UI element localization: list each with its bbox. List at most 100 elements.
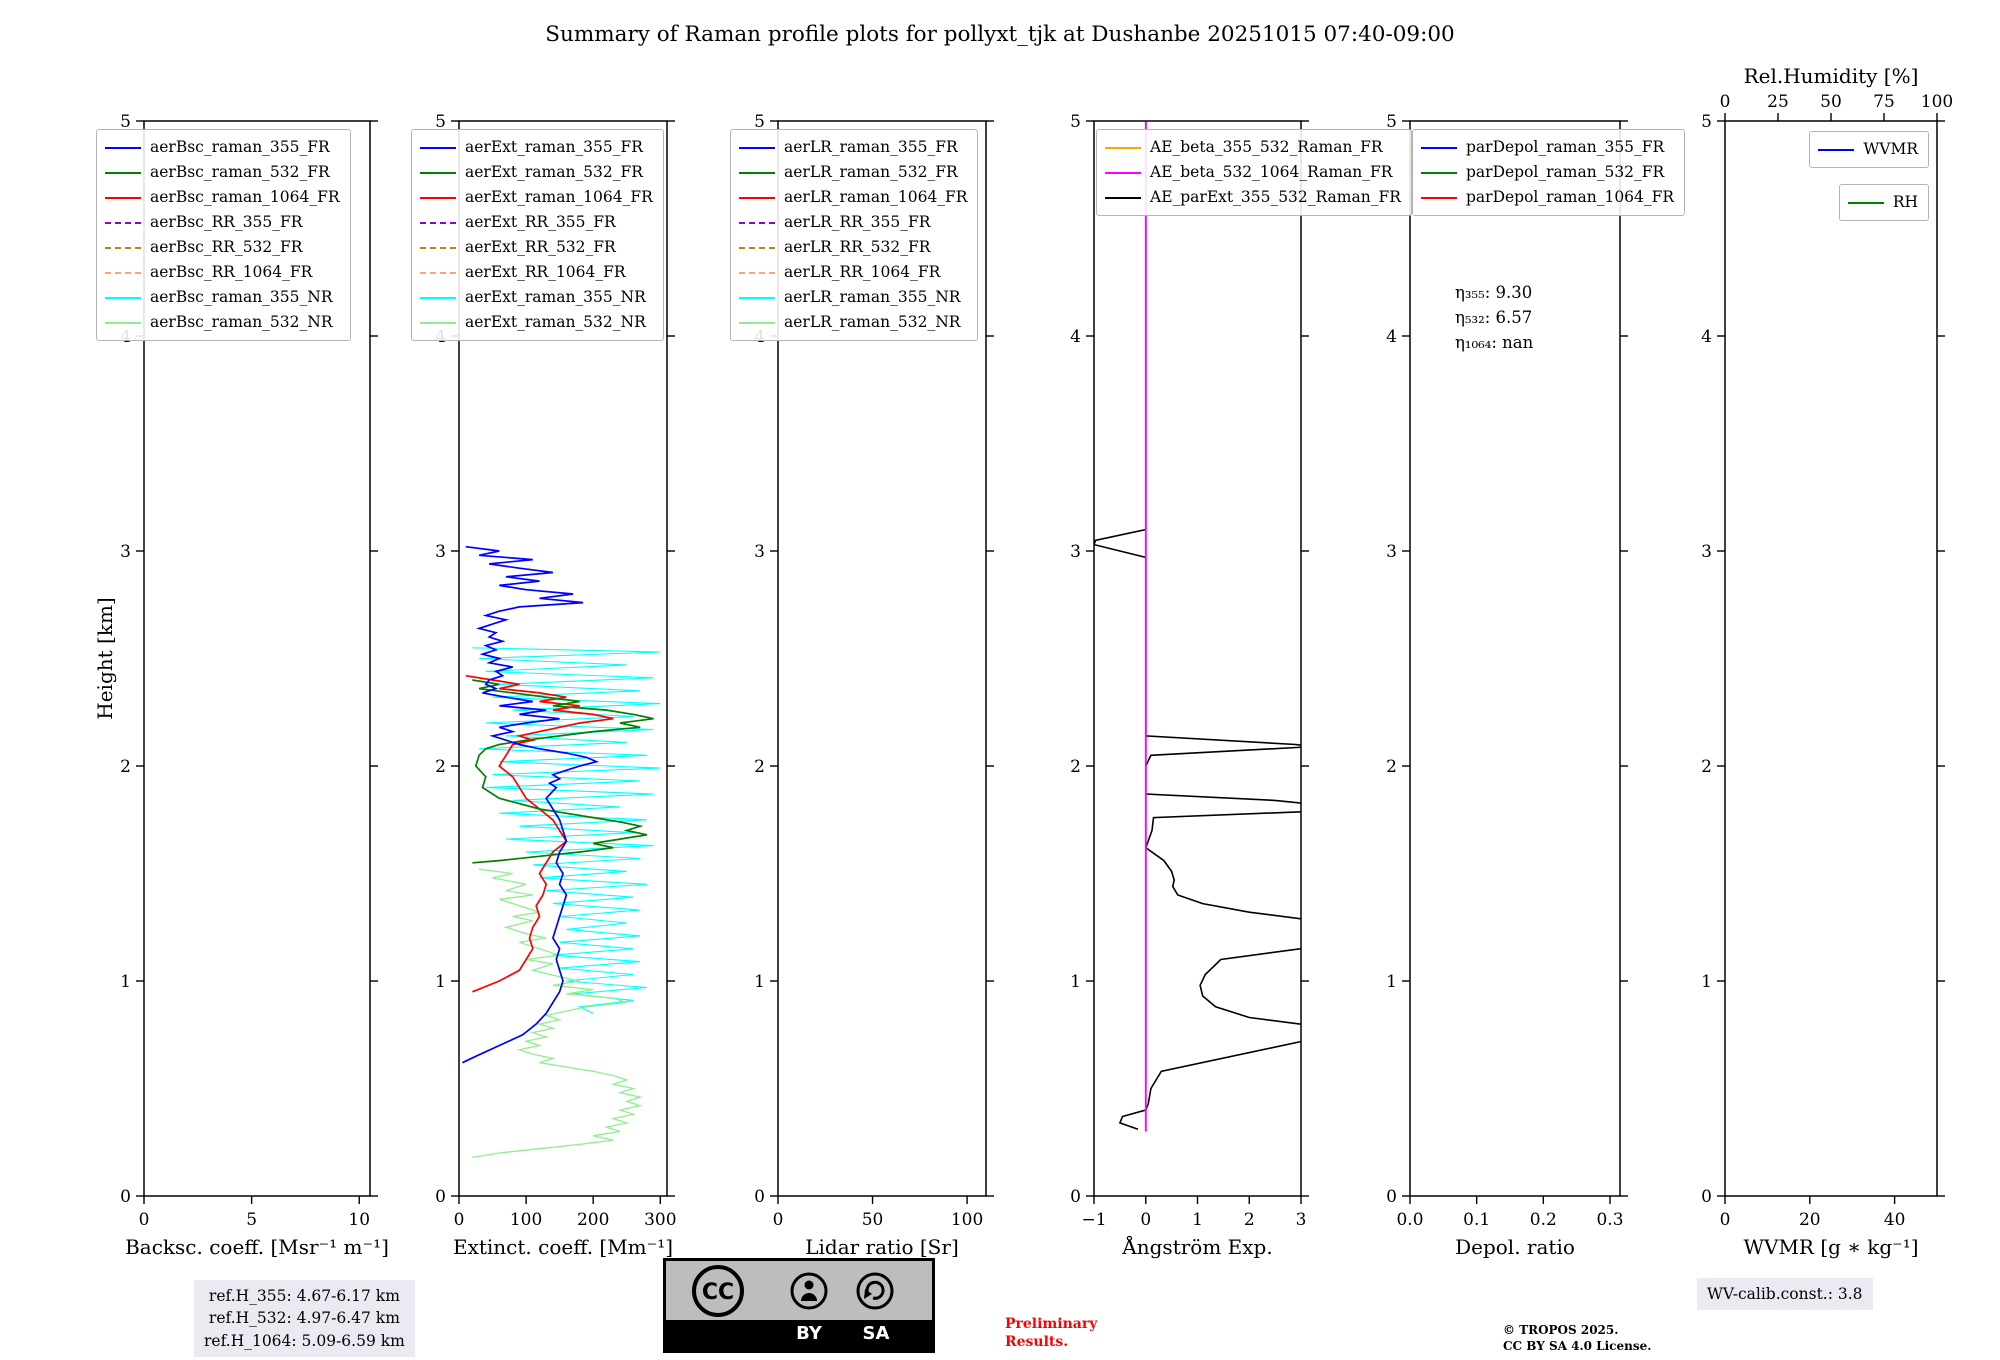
- legend-line-sample: [739, 221, 775, 224]
- y-tick-label: 2: [120, 757, 131, 777]
- x-tick-label: 0.3: [1596, 1210, 1623, 1230]
- legend-label: aerExt_RR_532_FR: [465, 237, 616, 256]
- legend-label: aerBsc_raman_532_FR: [150, 162, 330, 181]
- series-aerExt_raman_532_FR: [472, 679, 654, 864]
- legend-label: aerExt_raman_355_NR: [465, 287, 646, 306]
- credit-line-2: CC BY SA 4.0 License.: [1503, 1338, 1652, 1353]
- cc-badge-icons: CC: [666, 1261, 932, 1320]
- y-tick-label: 5: [120, 112, 131, 132]
- legend-item: AE_beta_355_532_Raman_FR: [1105, 135, 1401, 160]
- legend-label: WVMR: [1863, 139, 1918, 158]
- x-tick-label: 50: [862, 1210, 884, 1230]
- legend-line-sample: [739, 321, 775, 324]
- legend-label: parDepol_raman_355_FR: [1466, 137, 1665, 156]
- y-tick-label: 1: [435, 972, 446, 992]
- tropos-credit: © TROPOS 2025. CC BY SA 4.0 License.: [1503, 1323, 1651, 1354]
- legend-label: aerExt_RR_355_FR: [465, 212, 616, 231]
- cc-license-badge: CC BY SA: [663, 1258, 935, 1353]
- legend-label: aerExt_raman_532_FR: [465, 162, 643, 181]
- legend-label: aerBsc_raman_355_FR: [150, 137, 330, 156]
- x-tick-label: 100: [510, 1210, 542, 1230]
- share-alike-icon: [856, 1272, 894, 1310]
- legend-label: aerLR_raman_355_FR: [784, 137, 958, 156]
- y-tick-label: 2: [1386, 757, 1397, 777]
- legend-line-sample: [420, 146, 456, 149]
- legend-item: aerExt_raman_355_FR: [420, 135, 653, 160]
- legend-line-sample: [105, 196, 141, 199]
- legend-label: aerLR_raman_532_FR: [784, 162, 958, 181]
- legend-line-sample: [1105, 146, 1141, 149]
- cc-logo-icon: CC: [692, 1265, 744, 1317]
- x-tick-label: 3: [1296, 1210, 1307, 1230]
- top-tick-label: 0: [1720, 92, 1731, 112]
- legend-label: aerExt_raman_532_NR: [465, 312, 646, 331]
- legend-line-sample: [739, 271, 775, 274]
- top-tick-label: 50: [1820, 92, 1842, 112]
- ref-h-1064: ref.H_1064: 5.09-6.59 km: [204, 1331, 405, 1350]
- legend-line-sample: [1421, 146, 1457, 149]
- series-AE_parExt_355_532_Raman_FR: [1094, 121, 1301, 1131]
- subplot-extinction: 0123450100200300Extinct. coeff. [Mm⁻¹]: [435, 112, 676, 1259]
- legend-line-sample: [420, 196, 456, 199]
- annotation-depol-ratio: η₃₅₅: 9.30 η₅₃₂: 6.57 η₁₀₆₄: nan: [1455, 281, 1533, 355]
- y-tick-label: 4: [1386, 327, 1397, 347]
- ref-h-532: ref.H_532: 4.97-6.47 km: [208, 1309, 400, 1328]
- top-tick-label: 100: [1921, 92, 1953, 112]
- legend-item: aerBsc_raman_1064_FR: [105, 185, 340, 210]
- x-axis-label: Depol. ratio: [1455, 1235, 1575, 1259]
- cc-badge-icon-canvas: CC: [692, 1265, 894, 1317]
- legend-item: aerExt_RR_1064_FR: [420, 260, 653, 285]
- x-tick-label: 40: [1884, 1210, 1906, 1230]
- x-tick-label: 0: [773, 1210, 784, 1230]
- legend-label: RH: [1892, 192, 1918, 211]
- legend-line-sample: [420, 296, 456, 299]
- legend-line-sample: [739, 171, 775, 174]
- y-axis-label: Height [km]: [93, 597, 117, 719]
- ref-heights-note: ref.H_355: 4.67-6.17 km ref.H_532: 4.97-…: [194, 1280, 415, 1358]
- top-tick-label: 25: [1767, 92, 1789, 112]
- legend-angstroem: AE_beta_355_532_Raman_FR AE_beta_532_1064…: [1096, 129, 1412, 216]
- legend-item: aerBsc_raman_532_NR: [105, 310, 340, 335]
- legend-label: aerExt_raman_1064_FR: [465, 187, 653, 206]
- legend-line-sample: [105, 271, 141, 274]
- axes-frame: [1724, 120, 1938, 1197]
- legend-line-sample: [420, 271, 456, 274]
- x-tick-label: 0.0: [1396, 1210, 1423, 1230]
- y-tick-label: 5: [435, 112, 446, 132]
- y-tick-label: 4: [1701, 327, 1712, 347]
- legend-item: RH: [1847, 190, 1918, 215]
- axes-frame: [143, 120, 371, 1197]
- legend-label: aerExt_RR_1064_FR: [465, 262, 626, 281]
- legend-item: parDepol_raman_1064_FR: [1421, 185, 1674, 210]
- legend-line-sample: [1818, 148, 1855, 151]
- attribution-person-icon: [790, 1272, 828, 1310]
- y-tick-label: 1: [1701, 972, 1712, 992]
- y-tick-label: 5: [1070, 112, 1081, 132]
- y-tick-label: 3: [1070, 542, 1081, 562]
- legend-label: aerLR_RR_532_FR: [784, 237, 931, 256]
- preliminary-line-2: Results.: [1005, 1333, 1069, 1350]
- credit-line-1: © TROPOS 2025.: [1503, 1323, 1619, 1337]
- top-axis-label: Rel.Humidity [%]: [1744, 64, 1919, 88]
- legend-item: aerExt_RR_532_FR: [420, 235, 653, 260]
- axes-frame: [1409, 120, 1621, 1197]
- top-tick-label: 75: [1873, 92, 1895, 112]
- y-tick-label: 0: [1070, 1187, 1081, 1207]
- preliminary-line-1: Preliminary: [1005, 1316, 1098, 1332]
- legend-wvmr-RH: RH: [1838, 184, 1929, 221]
- legend-line-sample: [739, 296, 775, 299]
- legend-item: aerBsc_raman_355_NR: [105, 285, 340, 310]
- legend-label: aerBsc_raman_355_NR: [150, 287, 333, 306]
- legend-lidar-ratio: aerLR_raman_355_FR aerLR_raman_532_FR aerL…: [730, 129, 979, 341]
- legend-label: aerLR_raman_532_NR: [784, 312, 961, 331]
- legend-line-sample: [105, 171, 141, 174]
- y-tick-label: 1: [754, 972, 765, 992]
- x-tick-label: 5: [246, 1210, 257, 1230]
- legend-label: aerLR_raman_1064_FR: [784, 187, 968, 206]
- legend-label: AE_beta_355_532_Raman_FR: [1150, 137, 1383, 156]
- wv-calib-note: WV-calib.const.: 3.8: [1697, 1278, 1873, 1311]
